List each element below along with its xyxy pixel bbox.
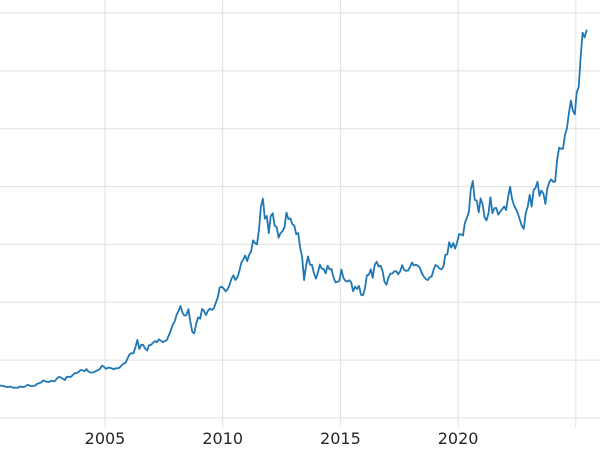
line-series bbox=[0, 29, 588, 389]
gridlines bbox=[0, 0, 600, 427]
